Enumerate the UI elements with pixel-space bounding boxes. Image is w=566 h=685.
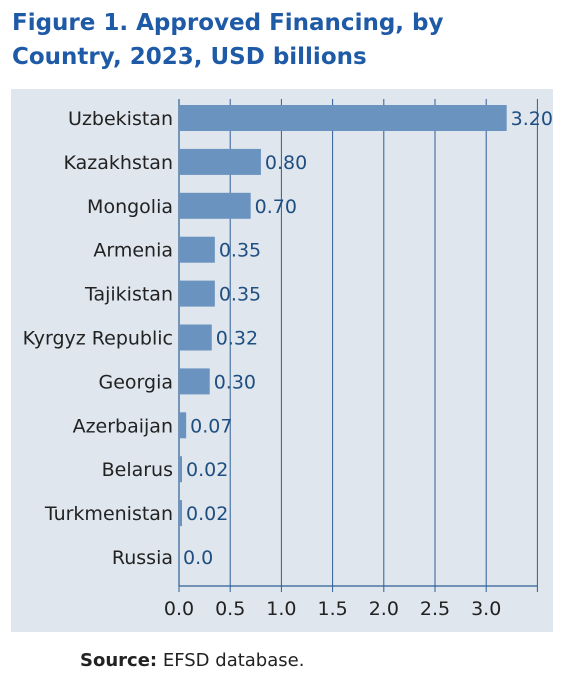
- bar: [179, 105, 507, 131]
- category-label: Azerbaijan: [73, 415, 173, 437]
- bar: [179, 236, 215, 263]
- x-tick-label: 1.0: [266, 598, 296, 620]
- bar: [179, 280, 215, 307]
- source-label: Source:: [80, 650, 158, 671]
- source-note: Source: EFSD database.: [80, 650, 304, 671]
- bar: [179, 456, 182, 483]
- category-label: Tajikistan: [84, 284, 173, 306]
- plot-panel: [11, 89, 553, 632]
- x-tick-label: 1.5: [317, 598, 347, 620]
- category-label: Uzbekistan: [68, 108, 173, 130]
- bar: [179, 500, 182, 527]
- value-label: 0.35: [219, 240, 261, 262]
- x-tick-label: 2.5: [420, 598, 450, 620]
- value-label: 0.35: [219, 284, 261, 306]
- x-tick-label: 2.0: [369, 598, 399, 620]
- source-text: EFSD database.: [162, 650, 305, 671]
- category-label: Georgia: [99, 371, 174, 393]
- category-label: Mongolia: [87, 196, 173, 218]
- category-label: Kyrgyz Republic: [23, 328, 173, 350]
- category-label: Armenia: [93, 240, 173, 262]
- bar: [179, 368, 210, 395]
- category-label: Turkmenistan: [44, 503, 173, 525]
- bar: [179, 148, 261, 175]
- value-label: 3.20: [511, 108, 553, 130]
- chart-title: Figure 1. Approved Financing, by Country…: [12, 10, 444, 70]
- category-label: Kazakhstan: [64, 152, 173, 174]
- x-tick-label: 0.0: [164, 598, 194, 620]
- value-label: 0.30: [214, 371, 256, 393]
- category-label: Belarus: [102, 459, 173, 481]
- value-label: 0.70: [255, 196, 297, 218]
- bar: [179, 192, 251, 219]
- category-label: Russia: [112, 547, 173, 569]
- value-label: 0.80: [265, 152, 307, 174]
- value-label: 0.02: [186, 503, 228, 525]
- value-label: 0.0: [183, 547, 213, 569]
- x-tick-label: 0.5: [215, 598, 245, 620]
- x-tick-label: 3.0: [471, 598, 501, 620]
- value-label: 0.02: [186, 459, 228, 481]
- value-label: 0.32: [216, 328, 258, 350]
- bar: [179, 412, 187, 439]
- value-label: 0.07: [190, 415, 232, 437]
- bar: [179, 324, 212, 351]
